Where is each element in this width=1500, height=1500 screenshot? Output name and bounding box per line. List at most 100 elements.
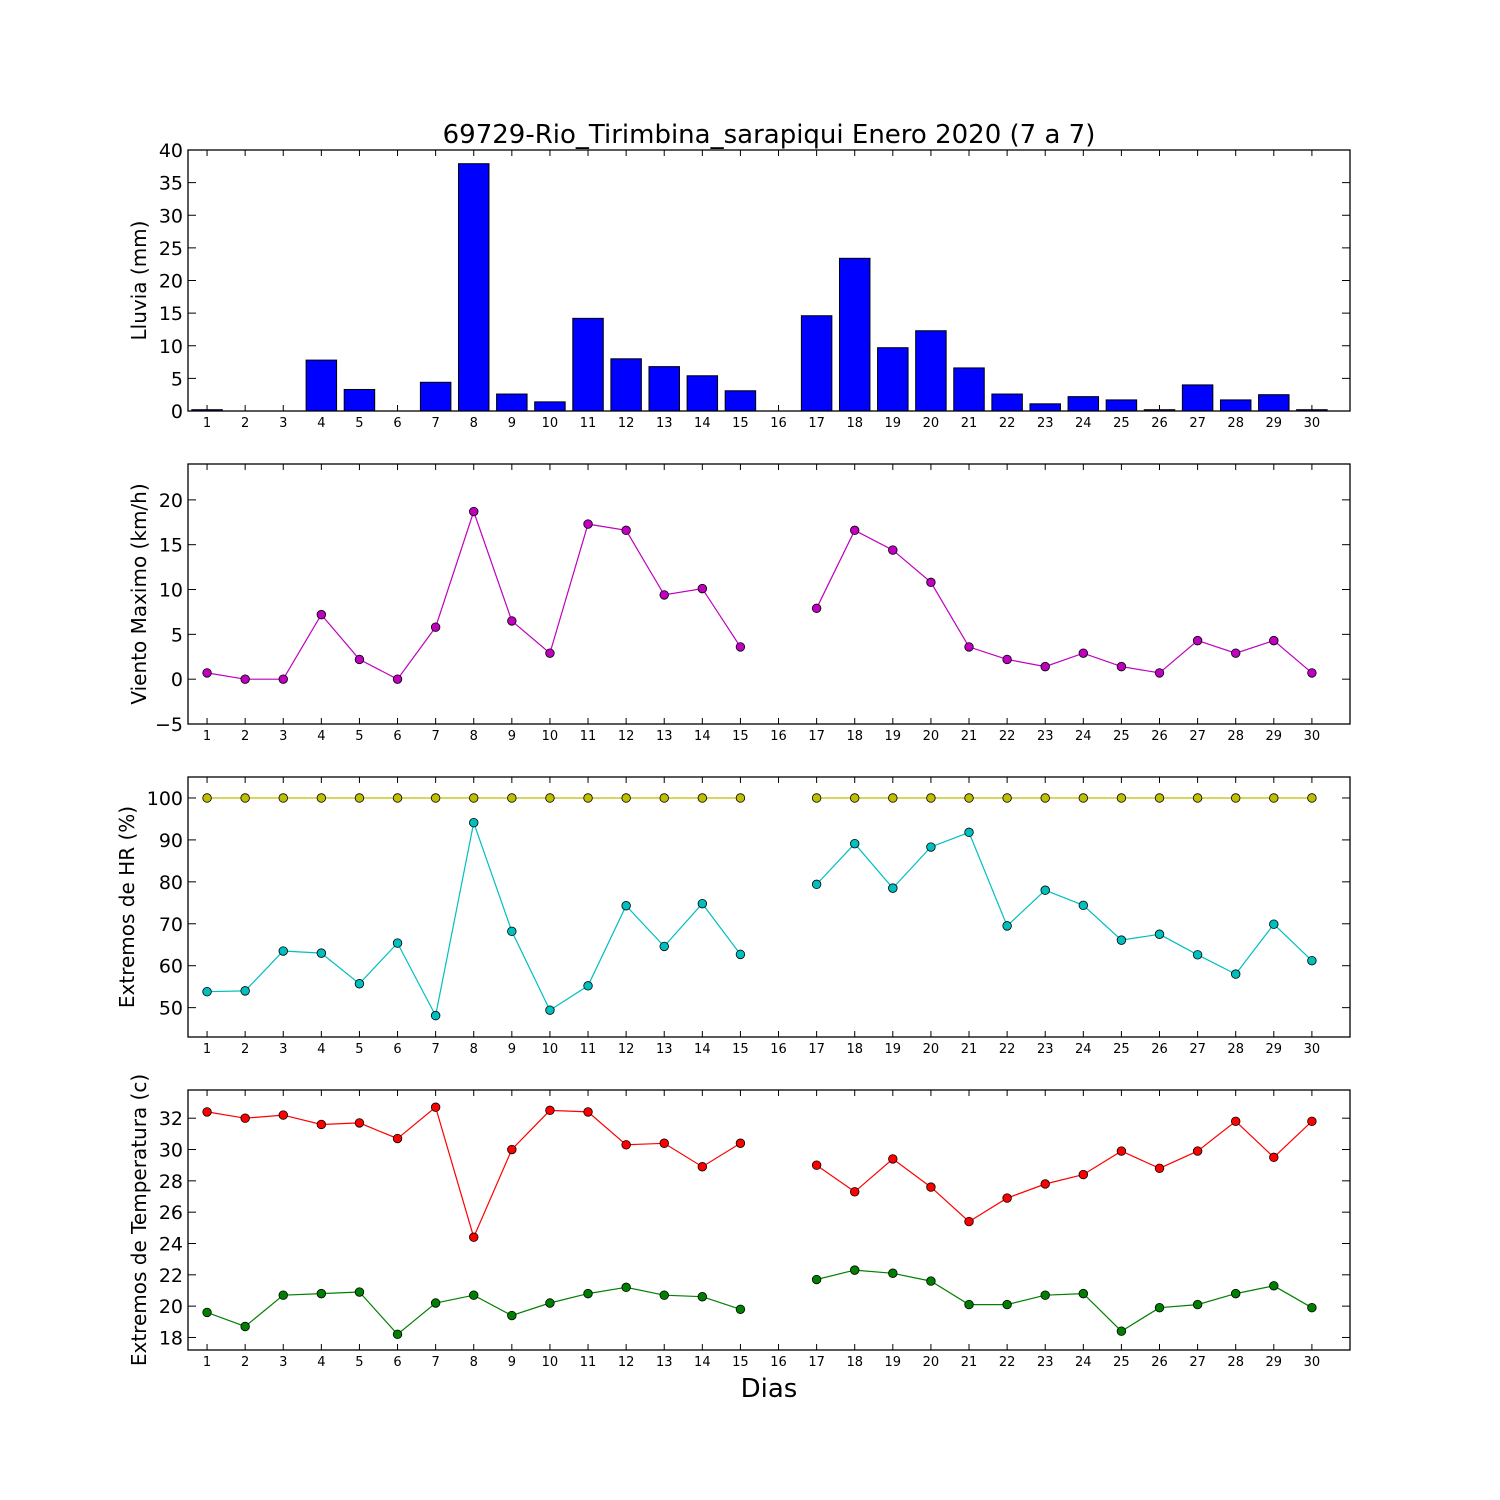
x-tick-label: 20: [923, 1042, 940, 1057]
x-tick-label: 19: [885, 1042, 902, 1057]
x-tick-label: 28: [1227, 1042, 1244, 1057]
series-1-point: [1040, 661, 1050, 672]
series-1-point: [811, 603, 822, 614]
y-tick-label: 15: [159, 535, 183, 557]
bar-day-9: [496, 393, 528, 412]
series-1-point: [316, 793, 327, 803]
x-tick-label: 5: [355, 1355, 363, 1370]
series-1-point: [1269, 1152, 1279, 1163]
y-tick-label: −5: [155, 714, 183, 736]
y-tick-label: 60: [159, 956, 183, 978]
series-1-point: [735, 642, 746, 652]
x-tick-label: 19: [885, 729, 902, 744]
x-tick-label: 7: [431, 1042, 439, 1057]
series-2-point: [926, 1276, 936, 1286]
bar-day-19: [877, 347, 909, 412]
series-1-point: [1078, 793, 1089, 803]
series-2-point: [1154, 1303, 1165, 1313]
series-2-point: [240, 986, 250, 996]
series-1-point: [926, 1182, 936, 1192]
series-1-point: [316, 609, 327, 620]
x-tick-label: 17: [808, 1042, 825, 1057]
series-2-point: [1307, 1303, 1317, 1313]
series-2-point: [697, 898, 708, 909]
x-tick-label: 24: [1075, 1042, 1092, 1057]
x-tick-label: 10: [542, 1355, 559, 1370]
x-tick-label: 7: [431, 416, 439, 431]
x-tick-label: 14: [694, 729, 711, 744]
x-tick-label: 16: [770, 416, 787, 431]
x-tick-label: 4: [317, 729, 325, 744]
x-tick-label: 25: [1113, 416, 1130, 431]
x-tick-label: 9: [508, 1355, 516, 1370]
y-tick-label: 32: [159, 1108, 183, 1130]
x-tick-label: 16: [770, 1355, 787, 1370]
series-1-point: [1192, 1146, 1203, 1156]
series-2-point: [888, 883, 898, 893]
series-1-point: [697, 583, 708, 594]
series-1-point: [850, 793, 860, 803]
x-tick-label: 22: [999, 729, 1016, 744]
x-tick-label: 13: [656, 729, 673, 744]
series-1-point: [202, 793, 212, 803]
series-1-point: [507, 793, 517, 803]
x-tick-label: 5: [355, 729, 363, 744]
x-tick-label: 20: [923, 729, 940, 744]
series-2-point: [964, 827, 974, 838]
x-tick-label: 16: [770, 1042, 787, 1057]
series-2-point: [1307, 955, 1317, 966]
x-tick-label: 17: [808, 1355, 825, 1370]
series-1-point: [1307, 793, 1317, 803]
x-tick-label: 22: [999, 1355, 1016, 1370]
x-tick-label: 29: [1266, 1355, 1283, 1370]
series-2-point: [1002, 1299, 1012, 1310]
plot-frame: [187, 149, 1351, 412]
x-tick-label: 4: [317, 1355, 325, 1370]
x-tick-label: 25: [1113, 729, 1130, 744]
series-1-line: [816, 529, 1313, 674]
series-1-point: [1040, 1179, 1050, 1189]
y-tick-label: 22: [159, 1265, 183, 1287]
series-2-point: [888, 1268, 898, 1278]
series-1-point: [583, 793, 593, 803]
series-2-point: [926, 842, 936, 852]
series-2-point: [1040, 885, 1050, 895]
bar-day-11: [572, 317, 604, 412]
series-2-point: [850, 838, 860, 849]
x-tick-label: 18: [846, 1042, 863, 1057]
x-tick-label: 9: [508, 416, 516, 431]
series-1-point: [469, 793, 479, 803]
y-tick-label: 40: [159, 140, 183, 162]
x-tick-label: 29: [1266, 729, 1283, 744]
series-1-point: [392, 1133, 403, 1144]
x-tick-label: 12: [618, 416, 635, 431]
x-tick-label: 23: [1037, 729, 1054, 744]
series-1-point: [1154, 668, 1165, 678]
y-tick-label: 70: [159, 914, 183, 936]
x-tick-label: 10: [542, 729, 559, 744]
series-1-point: [926, 793, 936, 803]
series-1-point: [1192, 793, 1203, 803]
x-tick-label: 16: [770, 729, 787, 744]
series-1-point: [278, 793, 288, 803]
series-1-point: [1192, 635, 1203, 646]
series-1-point: [1078, 1169, 1089, 1180]
series-1-point: [1154, 1163, 1165, 1174]
x-tick-label: 6: [393, 416, 401, 431]
series-2-line: [816, 831, 1313, 975]
series-2-point: [583, 981, 593, 991]
x-tick-label: 23: [1037, 1042, 1054, 1057]
series-1-point: [469, 1232, 479, 1242]
series-2-point: [621, 1282, 631, 1293]
y-axis-label: Extremos de Temperatura (c): [127, 1074, 151, 1366]
y-tick-label: 30: [159, 205, 183, 227]
series-2-point: [316, 1288, 327, 1299]
series-2-point: [1040, 1290, 1050, 1300]
bar-day-22: [991, 393, 1023, 412]
series-1-point: [621, 1140, 631, 1150]
x-tick-label: 18: [846, 416, 863, 431]
x-tick-label: 25: [1113, 1355, 1130, 1370]
series-1-point: [545, 648, 555, 658]
series-1-point: [392, 674, 403, 684]
